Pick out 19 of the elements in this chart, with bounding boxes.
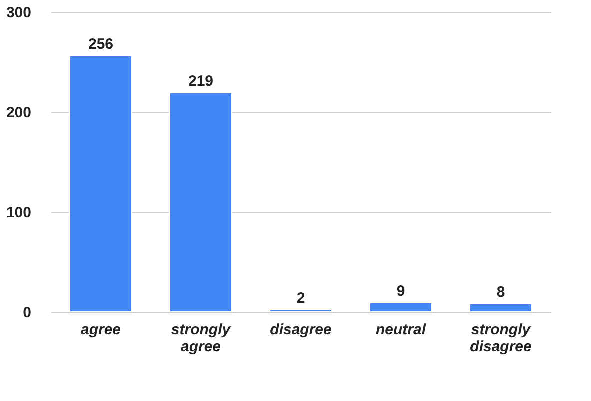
bar [370,302,432,312]
data-label: 219 [188,73,214,90]
bar [70,56,132,312]
bar [270,310,332,312]
x-tick-label: disagree [270,322,332,338]
y-tick-label: 0 [23,304,32,322]
x-tick-label: strongly disagree [470,322,532,356]
bar [470,304,532,312]
y-tick-label: 300 [6,4,32,22]
data-label: 8 [496,284,506,301]
y-tick-label: 100 [6,204,32,222]
x-tick-label: agree [80,322,122,338]
x-tick-label: strongly agree [171,322,232,356]
data-label: 2 [296,290,306,307]
data-label: 9 [396,283,406,300]
y-tick-label: 200 [6,104,32,122]
bar [170,92,232,312]
x-tick-label: neutral [376,322,427,338]
data-label: 256 [88,36,114,53]
